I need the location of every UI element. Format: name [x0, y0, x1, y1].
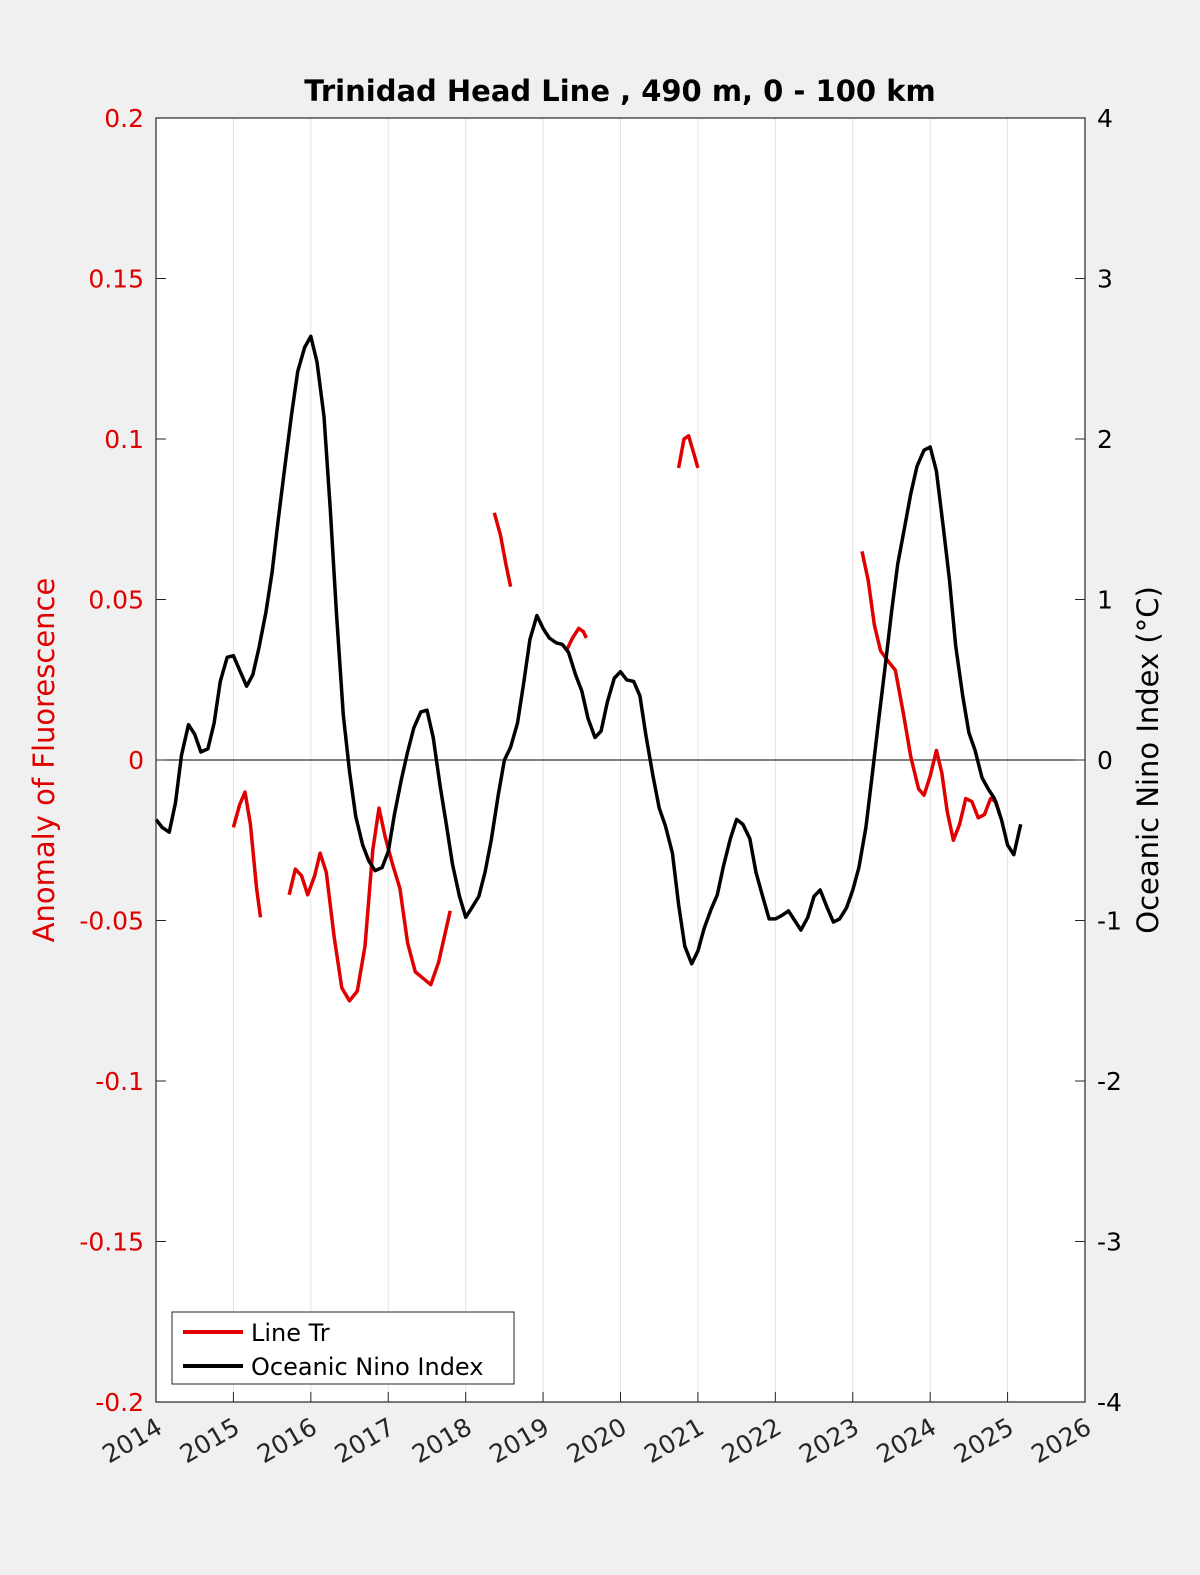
y-tick-label-left: 0.05 — [88, 586, 144, 615]
series-line-line-tr — [287, 806, 452, 1003]
y-axis-label-right: Oceanic Nino Index (°C) — [1131, 586, 1165, 934]
series-line-line-tr — [231, 790, 263, 918]
y-tick-label-right: -2 — [1097, 1067, 1122, 1096]
y-tick-label-left: 0 — [128, 746, 144, 775]
series-line-line-tr — [492, 512, 513, 588]
y-tick-label-left: 0.15 — [88, 265, 144, 294]
series-layer — [154, 334, 1023, 1003]
y-tick-label-left: 0.2 — [104, 104, 144, 133]
legend-label-line-tr: Line Tr — [251, 1319, 330, 1347]
y-tick-label-right: 2 — [1097, 425, 1113, 454]
y-tick-label-right: 0 — [1097, 746, 1113, 775]
y-tick-label-right: -3 — [1097, 1228, 1122, 1257]
series-line-oceanic-nino-index — [154, 334, 1023, 966]
left-axis: 0.2 0.15 0.1 0.05 0 -0.05 -0.1 -0.15 -0.2 — [79, 104, 166, 1417]
series-line-line-tr — [676, 434, 700, 469]
y-tick-label-right: -4 — [1097, 1388, 1122, 1417]
right-axis: 4 3 2 1 0 -1 -2 -3 -4 — [1075, 104, 1122, 1417]
y-tick-label-right: -1 — [1097, 907, 1122, 936]
y-tick-label-right: 4 — [1097, 104, 1113, 133]
series-line-line-tr — [564, 626, 588, 652]
legend: Line Tr Oceanic Nino Index — [171, 1311, 515, 1385]
chart-title: Trinidad Head Line , 490 m, 0 - 100 km — [304, 74, 935, 108]
y-tick-label-left: -0.1 — [95, 1067, 144, 1096]
y-tick-label-right: 1 — [1097, 586, 1113, 615]
y-tick-label-left: -0.15 — [79, 1228, 144, 1257]
y-tick-label-left: -0.05 — [79, 907, 144, 936]
y-tick-label-left: -0.2 — [95, 1388, 144, 1417]
y-axis-label-left: Anomaly of Fluorescence — [27, 578, 61, 943]
legend-label-oni: Oceanic Nino Index — [251, 1353, 483, 1381]
y-tick-label-right: 3 — [1097, 265, 1113, 294]
y-tick-label-left: 0.1 — [104, 425, 144, 454]
legend-box — [171, 1311, 515, 1385]
